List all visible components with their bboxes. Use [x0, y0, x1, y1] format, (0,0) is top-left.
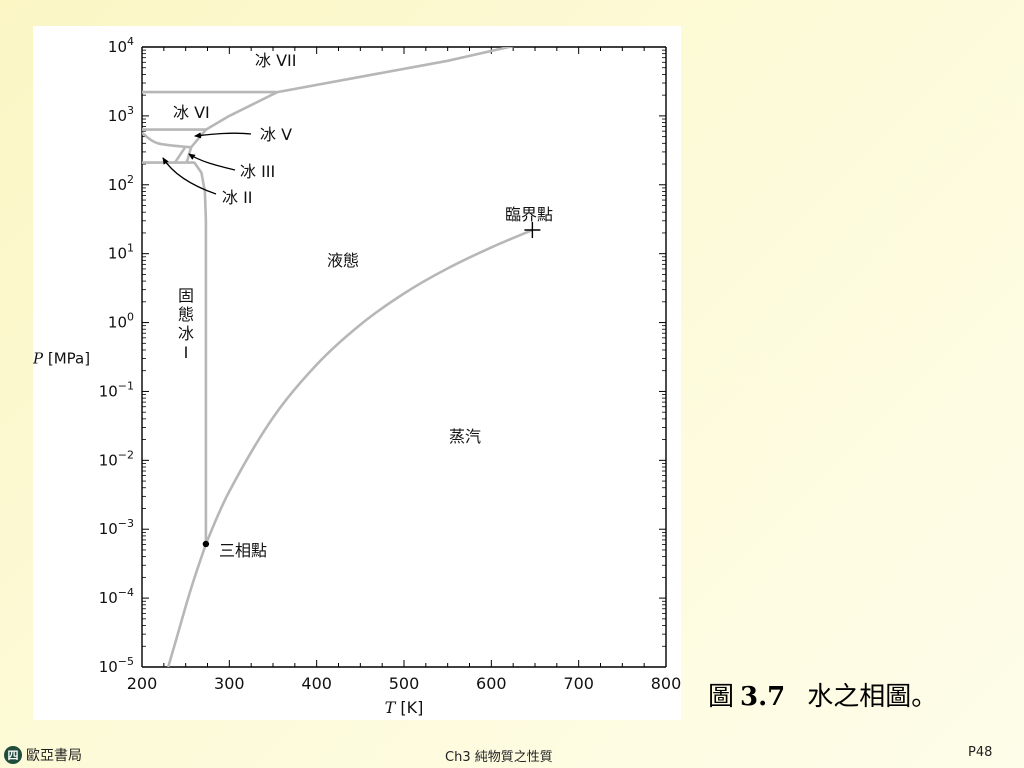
x-tick-label: 700 [563, 674, 594, 693]
x-tick-label: 800 [651, 674, 681, 693]
ice-II-V-boundary [142, 131, 192, 149]
y-axis-label: P [MPa] [33, 349, 90, 367]
y-tick-label: 101 [108, 242, 134, 263]
y-tick-label: 103 [108, 104, 134, 125]
publisher-footer: 四 歐亞書局 [4, 744, 82, 766]
label-critical-point: 臨界點 [505, 205, 553, 224]
label-solid-ice-i-char: 冰 [178, 324, 194, 343]
y-tick-label: 104 [108, 35, 134, 56]
vaporization-curve [204, 228, 533, 545]
label-triple-point: 三相點 [219, 541, 267, 560]
y-tick-label: 10−4 [99, 586, 134, 607]
x-axis-label: T [K] [385, 698, 424, 717]
ice-VI-liquid-boundary [205, 90, 278, 131]
label-ice-iii: 冰 III [240, 162, 275, 181]
y-tick-label: 100 [108, 311, 134, 332]
label-liquid: 液態 [327, 251, 359, 270]
x-tick-label: 400 [301, 674, 332, 693]
phase-diagram-chart: 200 300 400 500 600 700 800 104 103 102 101 100 10−1… [33, 35, 681, 717]
figure-caption: 圖 3.7 水之相圖。 [708, 676, 937, 713]
ice-VII-liquid-boundary [277, 47, 515, 94]
x-tick-label: 500 [389, 674, 420, 693]
caption-text: 水之相圖。 [807, 682, 938, 712]
y-tick-label: 10−2 [99, 448, 134, 469]
melting-curve-ice-I [186, 161, 208, 544]
y-tick-label: 102 [108, 173, 134, 194]
label-solid-ice-i-char: I [184, 343, 189, 362]
sublimation-curve [166, 543, 208, 667]
phase-diagram-figure: 200 300 400 500 600 700 800 104 103 102 101 100 10−1… [33, 26, 681, 720]
caption-number: 3.7 [740, 682, 786, 712]
ice-ii-arrow [162, 157, 217, 195]
label-solid-ice-i-char: 固 [178, 286, 194, 305]
ice-v-arrow [194, 132, 252, 139]
ice-iii-arrow [188, 153, 236, 171]
x-tick-label: 600 [476, 674, 507, 693]
label-ice-vi: 冰 VI [173, 103, 210, 122]
y-tick-label: 10−3 [99, 517, 134, 538]
x-tick-label: 300 [214, 674, 245, 693]
x-tick-label: 200 [127, 674, 158, 693]
y-tick-label: 10−5 [99, 655, 134, 676]
publisher-name: 歐亞書局 [26, 748, 82, 764]
page-number: P48 [968, 745, 993, 760]
label-vapor: 蒸汽 [449, 427, 481, 446]
triple-point-marker [202, 540, 210, 548]
ice-V-liquid-boundary [190, 128, 207, 149]
label-ice-ii: 冰 II [222, 188, 253, 207]
caption-prefix: 圖 [708, 682, 735, 712]
y-tick-label: 10−1 [99, 379, 134, 400]
curve-group [142, 47, 533, 667]
label-ice-v: 冰 V [260, 125, 292, 144]
chapter-title: Ch3 純物質之性質 [445, 750, 553, 765]
label-solid-ice-i-char: 態 [178, 305, 194, 324]
publisher-logo-icon: 四 [4, 746, 22, 764]
label-ice-vii: 冰 VII [255, 51, 296, 70]
ice-II-III-boundary [174, 147, 186, 163]
